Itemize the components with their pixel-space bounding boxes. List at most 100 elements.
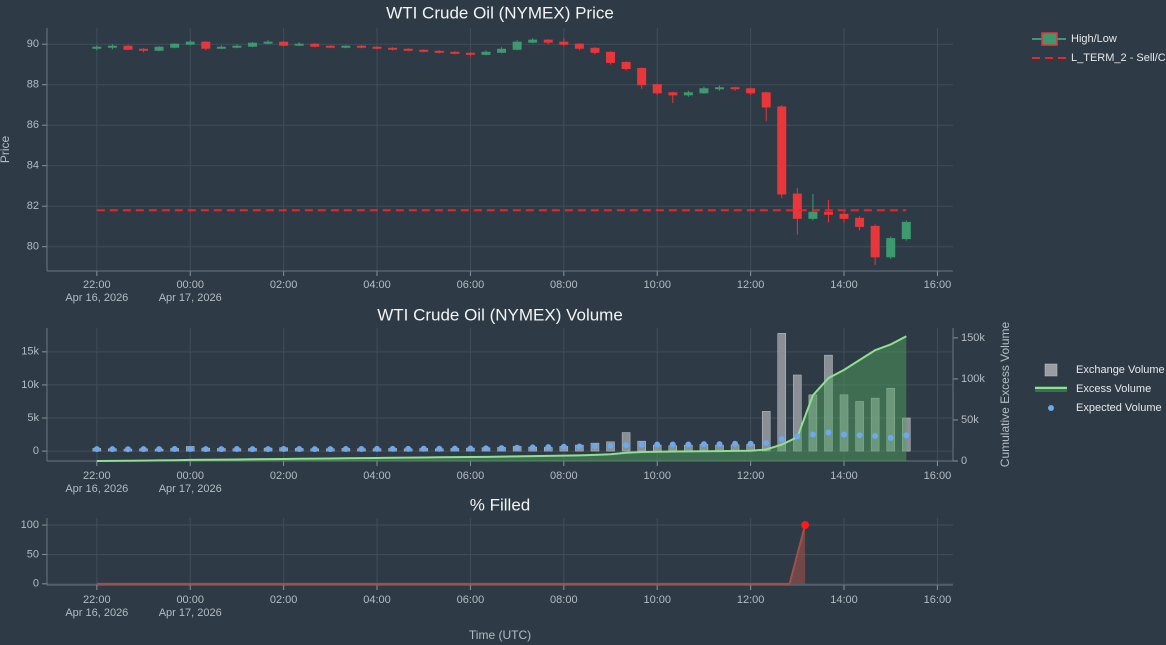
candle-body <box>839 213 849 219</box>
expected-point <box>451 445 458 452</box>
y-tick-label: 10k <box>21 379 39 391</box>
candle-body <box>870 225 880 258</box>
expected-point <box>124 446 131 453</box>
x-tick-sublabel: Apr 16, 2026 <box>65 292 128 304</box>
candle-body <box>777 106 787 195</box>
candle-body <box>559 41 569 45</box>
candle-body <box>823 211 833 215</box>
candle-body <box>434 50 444 53</box>
candle-body <box>123 45 133 50</box>
y2-axis-label: Cumulative Excess Volume <box>998 321 1012 467</box>
candle-body <box>263 41 273 44</box>
expected-point <box>607 442 614 449</box>
area-fill <box>96 336 907 461</box>
expected-point <box>467 445 474 452</box>
expected-point <box>171 446 178 453</box>
legend-label: High/Low <box>1071 33 1117 45</box>
expected-point <box>140 446 147 453</box>
chart-title: % Filled <box>470 495 530 514</box>
candle-body <box>528 39 538 43</box>
expected-point <box>311 446 318 453</box>
x-tick-label: 08:00 <box>550 279 578 291</box>
x-tick-sublabel: Apr 17, 2026 <box>159 292 222 304</box>
expected-point <box>342 446 349 453</box>
x-tick-sublabel: Apr 17, 2026 <box>159 483 222 495</box>
candle-body <box>714 87 724 90</box>
chart-title: WTI Crude Oil (NYMEX) Price <box>386 3 614 22</box>
x-tick-label: 14:00 <box>830 594 858 606</box>
x-tick-label: 04:00 <box>363 594 391 606</box>
expected-point <box>358 445 365 452</box>
expected-point <box>436 445 443 452</box>
candle-body <box>154 46 164 51</box>
candle-body <box>481 51 491 55</box>
candle-body <box>341 45 351 48</box>
x-tick-label: 10:00 <box>643 279 671 291</box>
candle-body <box>279 41 289 46</box>
x-axis-label: Time (UTC) <box>469 628 531 642</box>
x-tick-label: 22:00 <box>83 470 111 482</box>
expected-point <box>685 441 692 448</box>
expected-point <box>747 440 754 447</box>
y2-tick-label: 100k <box>961 373 985 385</box>
x-tick-label: 12:00 <box>737 470 765 482</box>
candle-body <box>325 45 335 48</box>
x-tick-sublabel: Apr 16, 2026 <box>65 483 128 495</box>
candle-body <box>699 88 709 94</box>
candle-body <box>886 238 896 258</box>
y-tick-label: 80 <box>27 241 39 253</box>
candle-body <box>185 41 195 45</box>
y-tick-label: 0 <box>33 578 39 590</box>
x-tick-label: 10:00 <box>643 594 671 606</box>
candle-body <box>606 51 616 63</box>
y-axis-label: Price <box>0 136 12 164</box>
x-tick-label: 22:00 <box>83 594 111 606</box>
expected-point <box>669 441 676 448</box>
candle-body <box>294 43 304 46</box>
expected-point <box>514 444 521 451</box>
expected-point <box>529 444 536 451</box>
candle-body <box>310 43 320 47</box>
expected-point <box>576 443 583 450</box>
y-axis-label: Volume <box>0 374 3 414</box>
volume-bar <box>777 333 787 452</box>
expected-point <box>856 432 863 439</box>
expected-point <box>732 440 739 447</box>
candle-body <box>855 217 865 227</box>
volume-bar <box>621 432 631 452</box>
candle-body <box>170 43 180 48</box>
y2-tick-label: 150k <box>961 332 985 344</box>
x-tick-label: 02:00 <box>270 279 298 291</box>
candle-body <box>683 92 693 96</box>
expected-point <box>218 446 225 453</box>
expected-point <box>109 446 116 453</box>
candle-body <box>139 48 149 51</box>
x-tick-label: 00:00 <box>176 470 204 482</box>
candle-body <box>746 88 756 94</box>
expected-point <box>420 445 427 452</box>
candle-body <box>388 47 398 50</box>
expected-point <box>778 436 785 443</box>
area-line <box>96 524 807 585</box>
candle-body <box>668 92 678 96</box>
candle-body <box>637 68 647 86</box>
expected-point <box>623 442 630 449</box>
x-tick-label: 04:00 <box>363 279 391 291</box>
expected-point <box>187 445 194 452</box>
y-tick-label: 50 <box>27 548 39 560</box>
x-tick-label: 00:00 <box>176 279 204 291</box>
x-tick-label: 14:00 <box>830 470 858 482</box>
candle-body <box>465 52 475 55</box>
candle-body <box>216 46 226 49</box>
candle-body <box>543 39 553 43</box>
candle-body <box>356 45 366 48</box>
legend-symbol <box>1041 32 1058 46</box>
x-tick-sublabel: Apr 17, 2026 <box>159 607 222 619</box>
x-tick-label: 12:00 <box>737 279 765 291</box>
expected-point <box>872 432 879 439</box>
candle-body <box>652 84 662 94</box>
expected-point <box>374 445 381 452</box>
expected-point <box>809 431 816 438</box>
y-tick-label: 82 <box>27 200 39 212</box>
expected-point <box>498 445 505 452</box>
